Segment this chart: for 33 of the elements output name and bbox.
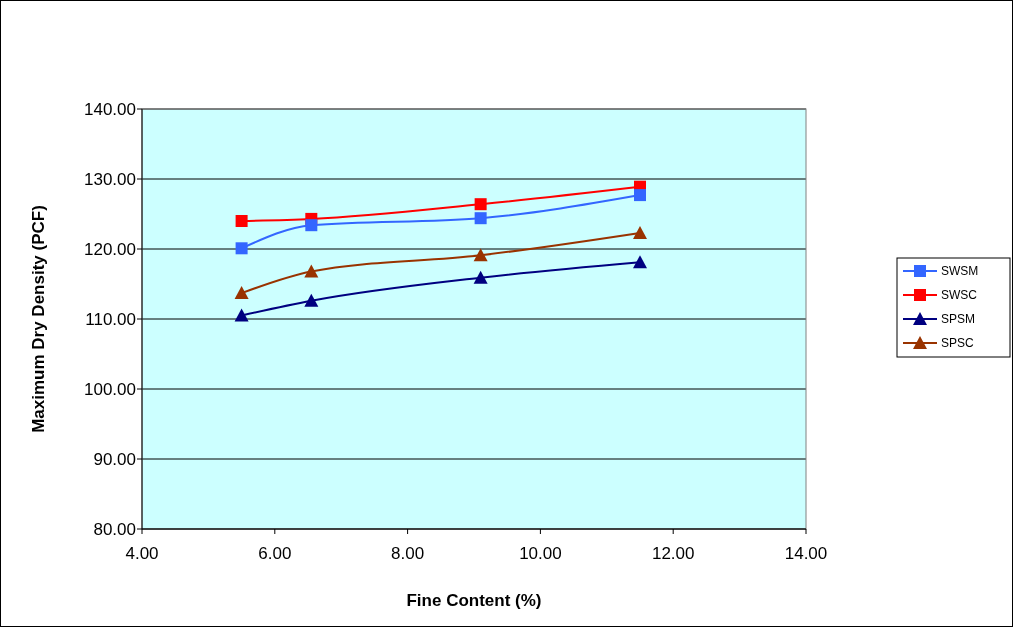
x-axis-title: Fine Content (%): [406, 591, 542, 610]
y-tick-label: 110.00: [85, 309, 136, 329]
legend-label: SWSC: [941, 288, 978, 303]
point: [234, 286, 249, 300]
legend-label: SPSC: [941, 336, 975, 351]
point: [304, 264, 319, 278]
point: [473, 270, 488, 284]
point: [234, 308, 249, 322]
x-tick-label: 12.00: [651, 544, 695, 563]
point: [474, 212, 487, 225]
point: [305, 219, 318, 232]
x-tick-label: 14.00: [784, 544, 828, 563]
x-tick-label: 4.00: [125, 544, 159, 563]
x-tick-label: 8.00: [391, 544, 425, 563]
point: [633, 255, 647, 269]
y-tick-label: 80.00: [93, 519, 136, 539]
point: [235, 215, 248, 227]
legend-label: SWSM: [941, 264, 979, 279]
point: [474, 198, 487, 211]
y-tick-label: 130.00: [84, 169, 136, 189]
y-tick-label: 90.00: [93, 449, 136, 469]
point: [473, 248, 488, 262]
y-tick-label: 120.00: [84, 239, 136, 259]
y-axis-title: Maximum Dry Density (PCF): [29, 205, 48, 433]
y-tick-label: 100.00: [84, 379, 136, 399]
x-tick-label: 10.00: [519, 544, 562, 563]
legend-label: SPSM: [941, 312, 976, 327]
x-tick-label: 6.00: [258, 544, 292, 563]
point: [235, 242, 248, 255]
point: [633, 225, 647, 239]
point: [634, 189, 646, 202]
point: [304, 293, 319, 307]
y-tick-label: 140.00: [84, 99, 136, 119]
